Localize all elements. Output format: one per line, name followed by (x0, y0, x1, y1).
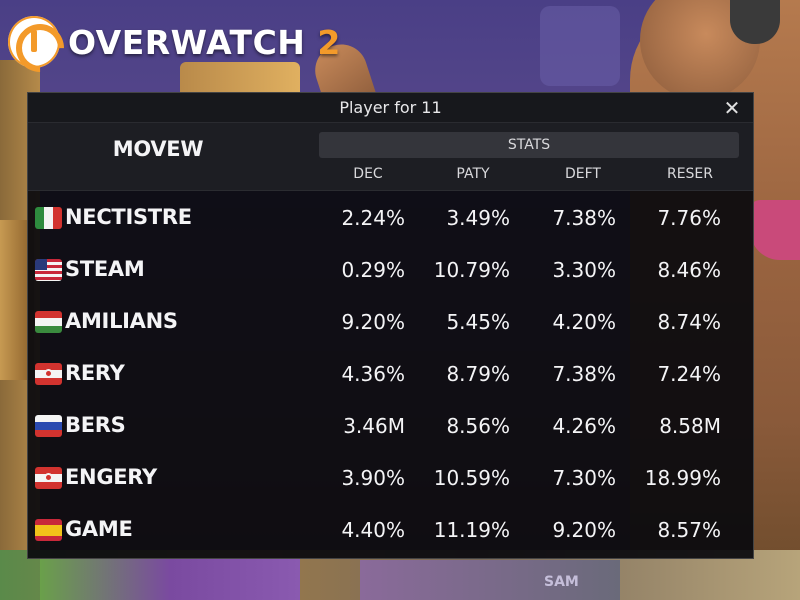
table-row[interactable]: GAME 4.40% 11.19% 9.20% 8.57% (28, 503, 753, 555)
stats-group-header: STATS (319, 132, 739, 158)
paty-value: 11.19% (433, 518, 510, 542)
reser-value: 8.46% (657, 258, 721, 282)
background-sign (540, 6, 620, 86)
table-row[interactable]: RERY 4.36% 8.79% 7.38% 7.24% (28, 347, 753, 399)
deft-value: 4.26% (552, 414, 616, 438)
background-headphone (730, 0, 780, 44)
dec-value: 2.24% (341, 206, 405, 230)
paty-value: 3.49% (446, 206, 510, 230)
overwatch-emblem-icon (8, 16, 60, 68)
player-name: ENGERY (65, 465, 157, 489)
dec-value: 4.40% (341, 518, 405, 542)
table-header: STATS MOVEW DEC PATY DEFT RESER (28, 123, 753, 191)
paty-value: 8.56% (446, 414, 510, 438)
paty-value: 5.45% (446, 310, 510, 334)
dec-value: 4.36% (341, 362, 405, 386)
table-row[interactable]: AMILIANS 9.20% 5.45% 4.20% 8.74% (28, 295, 753, 347)
deft-value: 4.20% (552, 310, 616, 334)
logo-wordmark: OVERWATCH (68, 22, 306, 62)
paty-value: 10.79% (433, 258, 510, 282)
player-name: NECTISTRE (65, 205, 192, 229)
player-name: RERY (65, 361, 125, 385)
column-header-deft[interactable]: DEFT (565, 166, 601, 182)
game-logo: OVERWATCH 2 (8, 14, 341, 70)
logo-number: 2 (317, 22, 341, 62)
red-white-flag-icon (35, 467, 62, 489)
table-row[interactable]: STEAM 0.29% 10.79% 3.30% 8.46% (28, 243, 753, 295)
background-outfit (750, 200, 800, 260)
russia-flag-icon (35, 415, 62, 437)
background-object-right (360, 560, 620, 600)
column-header-dec[interactable]: DEC (353, 166, 383, 182)
dec-value: 9.20% (341, 310, 405, 334)
red-white-flag-icon (35, 363, 62, 385)
paty-value: 10.59% (433, 466, 510, 490)
background-sign-text: SAM (544, 574, 579, 590)
deft-value: 3.30% (552, 258, 616, 282)
player-name: STEAM (65, 257, 145, 281)
dec-value: 0.29% (341, 258, 405, 282)
table-row[interactable]: BERS 3.46M 8.56% 4.26% 8.58M (28, 399, 753, 451)
player-stats-dialog: Player for 11 ✕ STATS MOVEW DEC PATY DEF… (27, 92, 754, 559)
column-header-reser[interactable]: RESER (666, 166, 714, 182)
usa-flag-icon (35, 259, 62, 281)
reser-value: 7.24% (657, 362, 721, 386)
deft-value: 7.38% (552, 362, 616, 386)
deft-value: 7.30% (552, 466, 616, 490)
table-body: NECTISTRE 2.24% 3.49% 7.38% 7.76% STEAM … (28, 191, 753, 555)
reser-value: 8.74% (657, 310, 721, 334)
spain-flag-icon (35, 519, 62, 541)
deft-value: 7.38% (552, 206, 616, 230)
column-header-name[interactable]: MOVEW (112, 137, 204, 161)
close-icon[interactable]: ✕ (723, 96, 741, 120)
reser-value: 8.57% (657, 518, 721, 542)
table-row[interactable]: ENGERY 3.90% 10.59% 7.30% 18.99% (28, 451, 753, 503)
reser-value: 18.99% (644, 466, 721, 490)
dec-value: 3.90% (341, 466, 405, 490)
logo-text: OVERWATCH 2 (68, 23, 341, 62)
player-name: BERS (65, 413, 126, 437)
paty-value: 8.79% (446, 362, 510, 386)
reser-value: 7.76% (657, 206, 721, 230)
player-name: GAME (65, 517, 133, 541)
dec-value: 3.46M (343, 414, 405, 438)
background-object-left (40, 558, 300, 600)
dialog-title-bar: Player for 11 ✕ (28, 93, 753, 123)
italy-flag-icon (35, 207, 62, 229)
player-name: AMILIANS (65, 309, 178, 333)
table-row[interactable]: NECTISTRE 2.24% 3.49% 7.38% 7.76% (28, 191, 753, 243)
column-header-paty[interactable]: PATY (456, 166, 490, 182)
deft-value: 9.20% (552, 518, 616, 542)
hungary-flag-icon (35, 311, 62, 333)
dialog-title: Player for 11 (339, 98, 442, 117)
reser-value: 8.58M (659, 414, 721, 438)
